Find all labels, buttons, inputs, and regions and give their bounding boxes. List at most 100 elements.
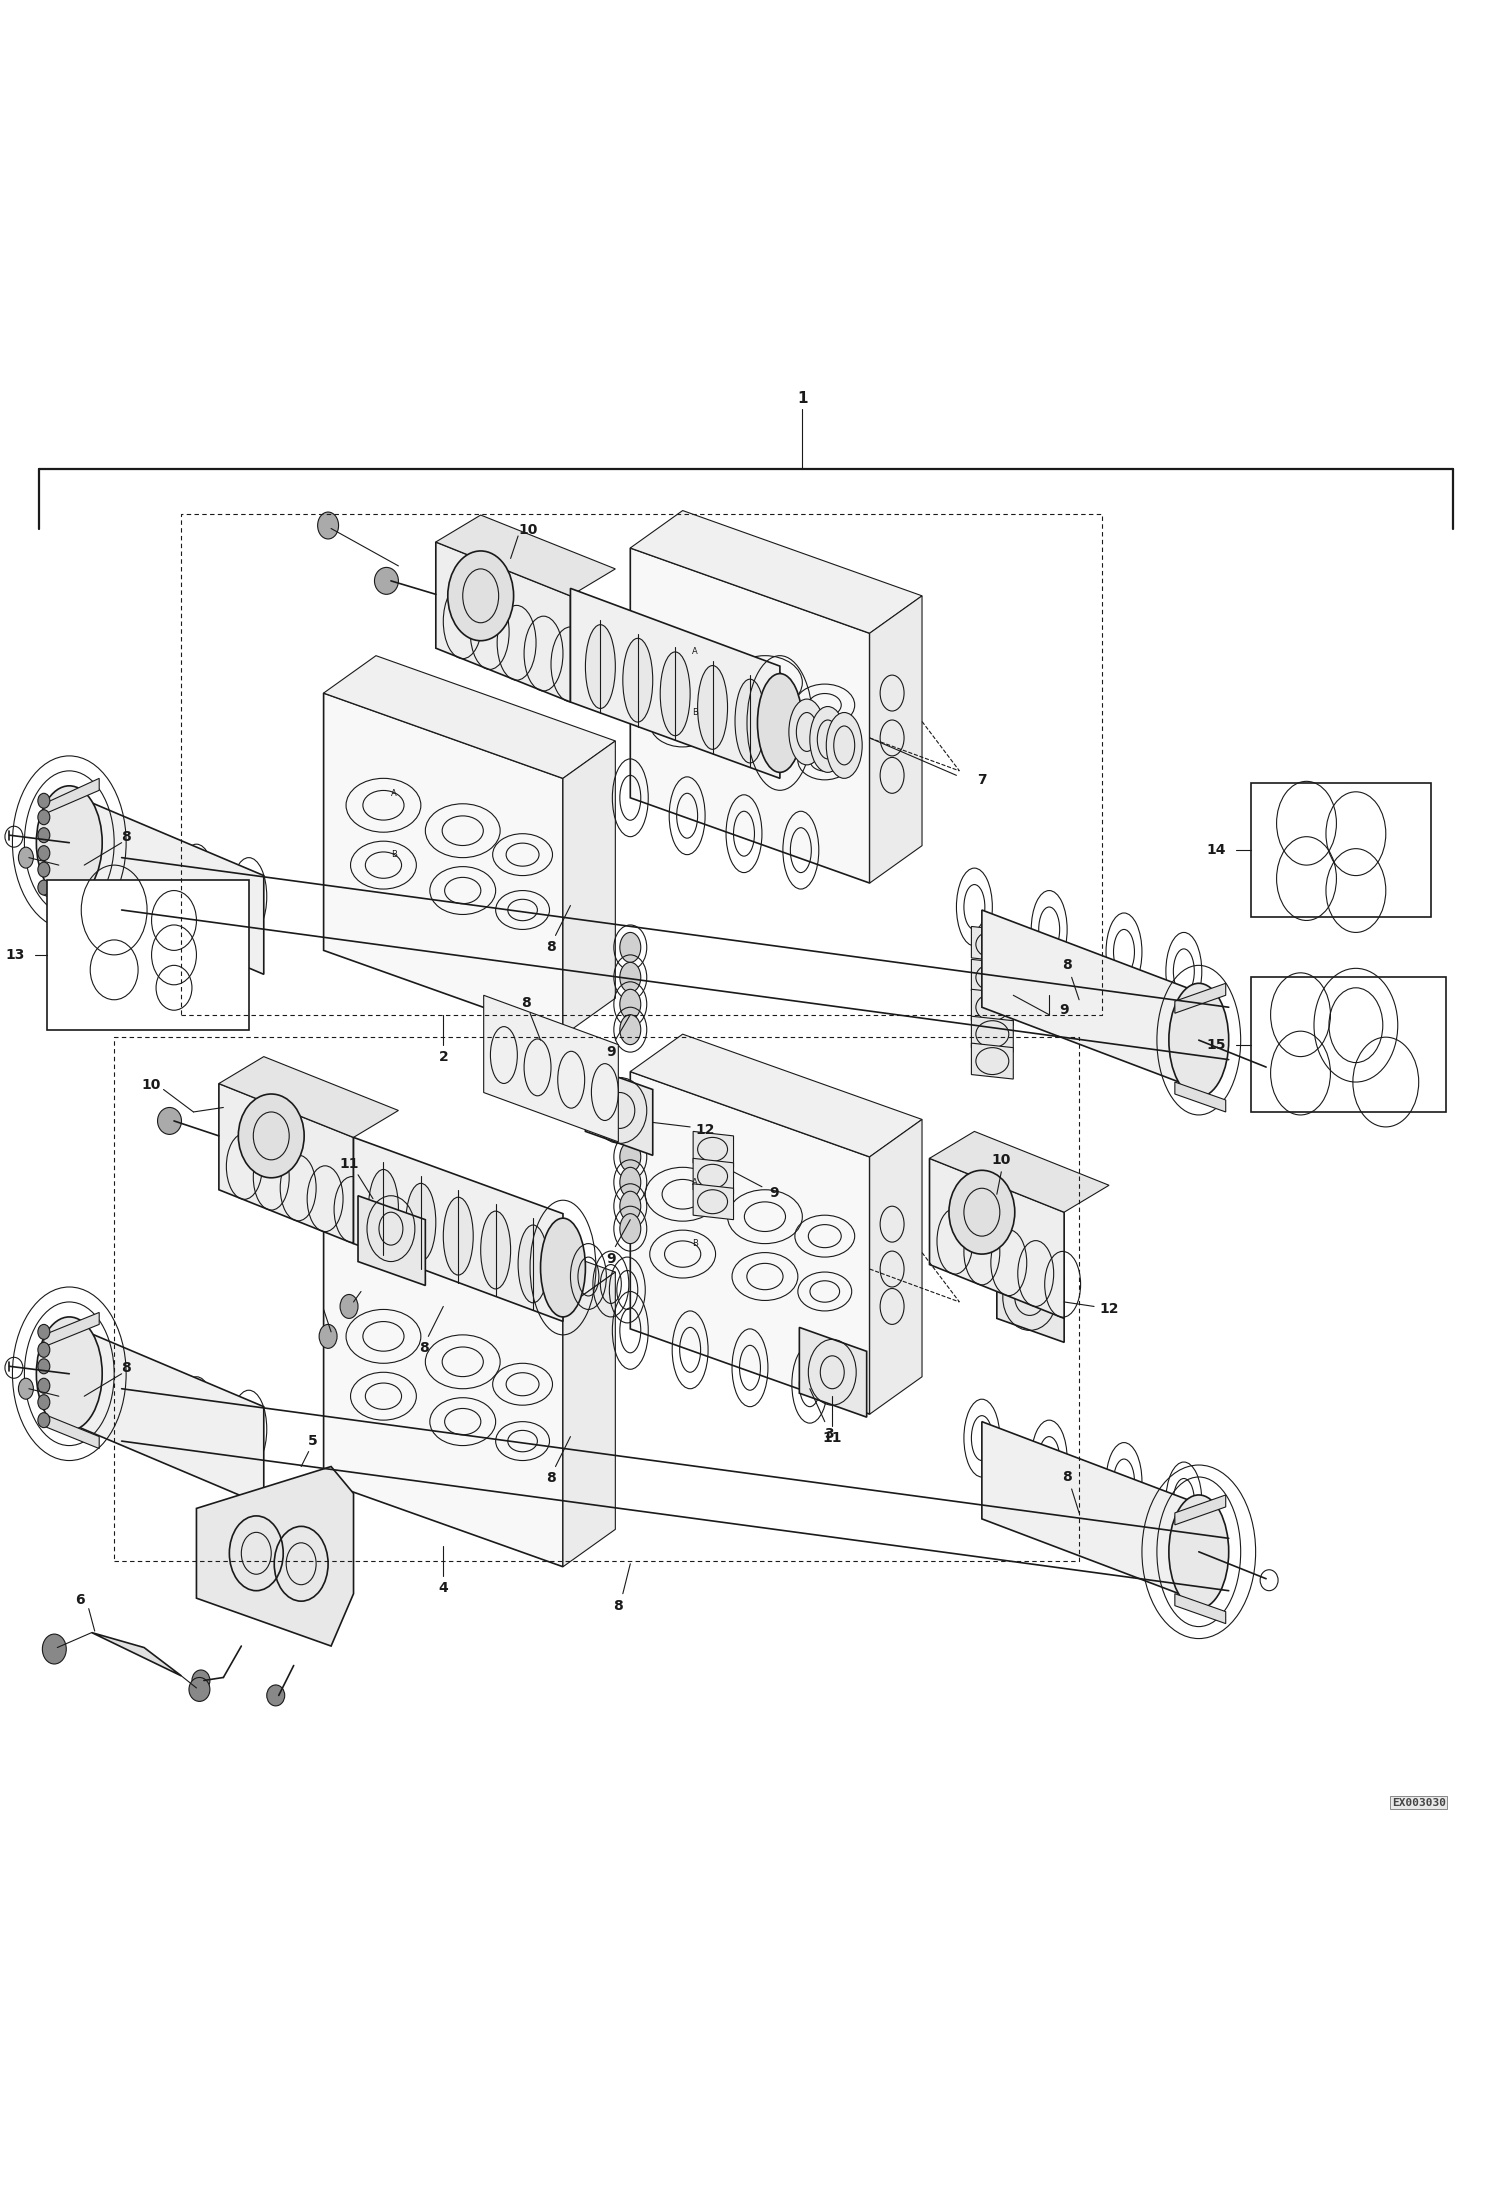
Polygon shape bbox=[631, 1033, 923, 1156]
Ellipse shape bbox=[267, 1685, 285, 1707]
Ellipse shape bbox=[37, 1395, 49, 1411]
Ellipse shape bbox=[541, 1218, 586, 1316]
Polygon shape bbox=[484, 996, 619, 1141]
Polygon shape bbox=[971, 1016, 1013, 1053]
Text: A: A bbox=[692, 1178, 698, 1187]
Text: 8: 8 bbox=[419, 1341, 428, 1356]
Text: 9: 9 bbox=[1059, 1003, 1070, 1018]
Text: B: B bbox=[692, 709, 698, 717]
Ellipse shape bbox=[37, 1378, 49, 1393]
Text: A: A bbox=[692, 647, 698, 656]
Text: 2: 2 bbox=[439, 1049, 448, 1064]
Ellipse shape bbox=[369, 1169, 398, 1246]
Text: 10: 10 bbox=[518, 522, 538, 538]
Text: EX003030: EX003030 bbox=[1392, 1797, 1446, 1808]
Ellipse shape bbox=[340, 1294, 358, 1319]
Text: 8: 8 bbox=[614, 1599, 623, 1613]
Ellipse shape bbox=[518, 1224, 548, 1303]
Polygon shape bbox=[870, 597, 923, 882]
Ellipse shape bbox=[620, 1141, 641, 1172]
Polygon shape bbox=[981, 911, 1198, 1090]
Polygon shape bbox=[1174, 983, 1225, 1014]
Polygon shape bbox=[219, 1084, 354, 1244]
Ellipse shape bbox=[827, 713, 863, 779]
Text: 11: 11 bbox=[339, 1156, 360, 1172]
Ellipse shape bbox=[620, 963, 641, 992]
Polygon shape bbox=[43, 779, 99, 814]
Text: 8: 8 bbox=[1062, 959, 1073, 972]
Text: 5: 5 bbox=[309, 1435, 318, 1448]
Ellipse shape bbox=[620, 989, 641, 1020]
Text: 8: 8 bbox=[521, 996, 530, 1009]
Ellipse shape bbox=[406, 1183, 436, 1262]
Polygon shape bbox=[46, 880, 249, 1029]
Polygon shape bbox=[1174, 1593, 1225, 1624]
Polygon shape bbox=[563, 742, 616, 1036]
Ellipse shape bbox=[1168, 1494, 1228, 1608]
Ellipse shape bbox=[319, 1325, 337, 1349]
Polygon shape bbox=[563, 1273, 616, 1567]
Ellipse shape bbox=[36, 785, 102, 900]
Ellipse shape bbox=[661, 652, 691, 735]
Ellipse shape bbox=[37, 1343, 49, 1358]
Ellipse shape bbox=[37, 794, 49, 807]
Text: 8: 8 bbox=[121, 1360, 130, 1376]
Ellipse shape bbox=[238, 1095, 304, 1178]
Polygon shape bbox=[996, 1253, 1064, 1343]
Text: 8: 8 bbox=[1062, 1470, 1073, 1483]
Text: A: A bbox=[391, 790, 397, 799]
Polygon shape bbox=[929, 1132, 1109, 1213]
Ellipse shape bbox=[37, 827, 49, 842]
Polygon shape bbox=[971, 959, 1013, 996]
Polygon shape bbox=[358, 1196, 425, 1286]
Ellipse shape bbox=[586, 625, 616, 709]
Ellipse shape bbox=[42, 1635, 66, 1663]
Text: 4: 4 bbox=[439, 1580, 448, 1595]
Ellipse shape bbox=[789, 700, 825, 766]
Polygon shape bbox=[436, 516, 616, 597]
Text: 11: 11 bbox=[822, 1430, 842, 1446]
Ellipse shape bbox=[623, 638, 653, 722]
Text: 3: 3 bbox=[824, 1426, 834, 1441]
Ellipse shape bbox=[37, 1413, 49, 1428]
Polygon shape bbox=[324, 656, 616, 779]
Polygon shape bbox=[196, 1466, 354, 1646]
Polygon shape bbox=[694, 1158, 734, 1194]
Ellipse shape bbox=[443, 1198, 473, 1275]
Ellipse shape bbox=[318, 511, 339, 540]
Ellipse shape bbox=[37, 880, 49, 895]
Ellipse shape bbox=[37, 862, 49, 878]
Text: 10: 10 bbox=[142, 1077, 162, 1093]
Polygon shape bbox=[324, 693, 563, 1036]
Ellipse shape bbox=[620, 1191, 641, 1222]
Polygon shape bbox=[971, 1042, 1013, 1079]
Polygon shape bbox=[324, 1224, 563, 1567]
Polygon shape bbox=[354, 1136, 563, 1321]
Ellipse shape bbox=[37, 845, 49, 860]
Text: 9: 9 bbox=[607, 1251, 616, 1266]
Ellipse shape bbox=[620, 1213, 641, 1244]
Text: 1: 1 bbox=[797, 391, 807, 406]
Text: 9: 9 bbox=[768, 1185, 779, 1200]
Ellipse shape bbox=[948, 1169, 1014, 1255]
Polygon shape bbox=[800, 1327, 867, 1417]
Text: 6: 6 bbox=[75, 1593, 84, 1606]
Polygon shape bbox=[571, 588, 780, 779]
Polygon shape bbox=[219, 1058, 398, 1136]
Polygon shape bbox=[436, 542, 571, 702]
Polygon shape bbox=[1251, 976, 1446, 1112]
Polygon shape bbox=[69, 1325, 264, 1505]
Polygon shape bbox=[971, 989, 1013, 1025]
Polygon shape bbox=[694, 1132, 734, 1167]
Ellipse shape bbox=[448, 551, 514, 641]
Text: 14: 14 bbox=[1206, 842, 1225, 858]
Ellipse shape bbox=[481, 1211, 511, 1288]
Ellipse shape bbox=[620, 1014, 641, 1044]
Text: B: B bbox=[692, 1240, 698, 1248]
Polygon shape bbox=[981, 1422, 1198, 1602]
Text: 12: 12 bbox=[695, 1123, 715, 1136]
Ellipse shape bbox=[157, 1108, 181, 1134]
Text: 9: 9 bbox=[607, 1044, 616, 1060]
Ellipse shape bbox=[36, 1316, 102, 1430]
Polygon shape bbox=[694, 1185, 734, 1220]
